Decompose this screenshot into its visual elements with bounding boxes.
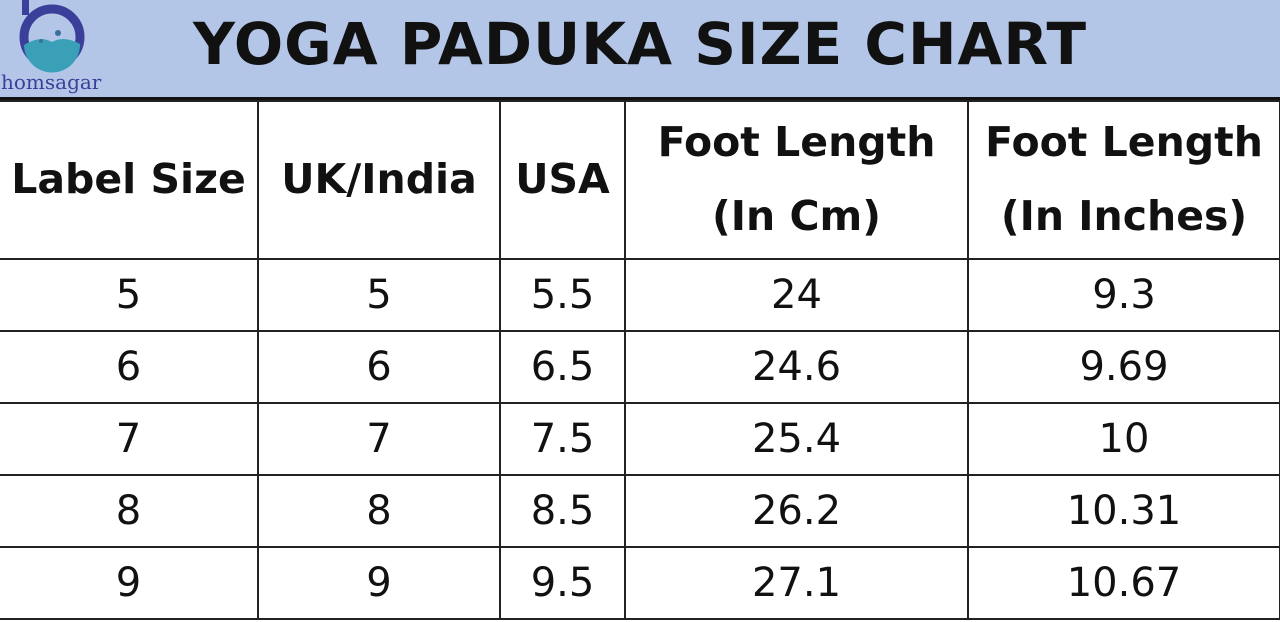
header-foot-length-cm: Foot Length (In Cm) [624, 100, 969, 260]
cell-label-size: 5 [0, 258, 259, 332]
cell-usa: 6.5 [499, 330, 626, 404]
cell-inches: 9.3 [967, 258, 1280, 332]
logo-icon [19, 0, 85, 73]
header-text: UK/India [281, 155, 477, 204]
header-text: Foot Length [657, 118, 936, 167]
cell-label-size: 7 [0, 402, 259, 476]
cell-label-size: 9 [0, 546, 259, 620]
cell-usa: 8.5 [499, 474, 626, 548]
header-subtext: (In Inches) [1000, 192, 1248, 240]
cell-label-size: 8 [0, 474, 259, 548]
cell-cm: 24 [624, 258, 969, 332]
cell-uk-india: 9 [257, 546, 501, 620]
size-table: Label Size UK/India USA Foot Length (In C… [0, 100, 1280, 620]
homsagar-logo: homsagar [0, 0, 115, 100]
page-title: YOGA PADUKA SIZE CHART [192, 10, 1088, 78]
header-label-size: Label Size [0, 100, 259, 260]
header-text: Label Size [11, 155, 246, 204]
cell-inches: 10.67 [967, 546, 1280, 620]
cell-cm: 26.2 [624, 474, 969, 548]
cell-inches: 9.69 [967, 330, 1280, 404]
table-row: 5 5 5.5 24 9.3 [0, 258, 1280, 332]
header-uk-india: UK/India [257, 100, 501, 260]
cell-cm: 25.4 [624, 402, 969, 476]
header-usa: USA [499, 100, 626, 260]
table-row: 8 8 8.5 26.2 10.31 [0, 474, 1280, 548]
cell-uk-india: 8 [257, 474, 501, 548]
cell-usa: 9.5 [499, 546, 626, 620]
title-band: homsagar YOGA PADUKA SIZE CHART [0, 0, 1280, 100]
cell-uk-india: 6 [257, 330, 501, 404]
header-text: Foot Length [985, 118, 1263, 167]
table-row: 7 7 7.5 25.4 10 [0, 402, 1280, 476]
cell-label-size: 6 [0, 330, 259, 404]
header-text: USA [515, 155, 610, 204]
cell-cm: 27.1 [624, 546, 969, 620]
cell-inches: 10 [967, 402, 1280, 476]
header-row: Label Size UK/India USA Foot Length (In C… [0, 100, 1280, 260]
cell-usa: 7.5 [499, 402, 626, 476]
header-foot-length-inches: Foot Length (In Inches) [967, 100, 1280, 260]
cell-inches: 10.31 [967, 474, 1280, 548]
logo-text: homsagar [1, 70, 102, 94]
cell-uk-india: 7 [257, 402, 501, 476]
table-row: 6 6 6.5 24.6 9.69 [0, 330, 1280, 404]
cell-usa: 5.5 [499, 258, 626, 332]
table-row: 9 9 9.5 27.1 10.67 [0, 546, 1280, 620]
cell-uk-india: 5 [257, 258, 501, 332]
header-subtext: (In Cm) [711, 192, 881, 240]
cell-cm: 24.6 [624, 330, 969, 404]
